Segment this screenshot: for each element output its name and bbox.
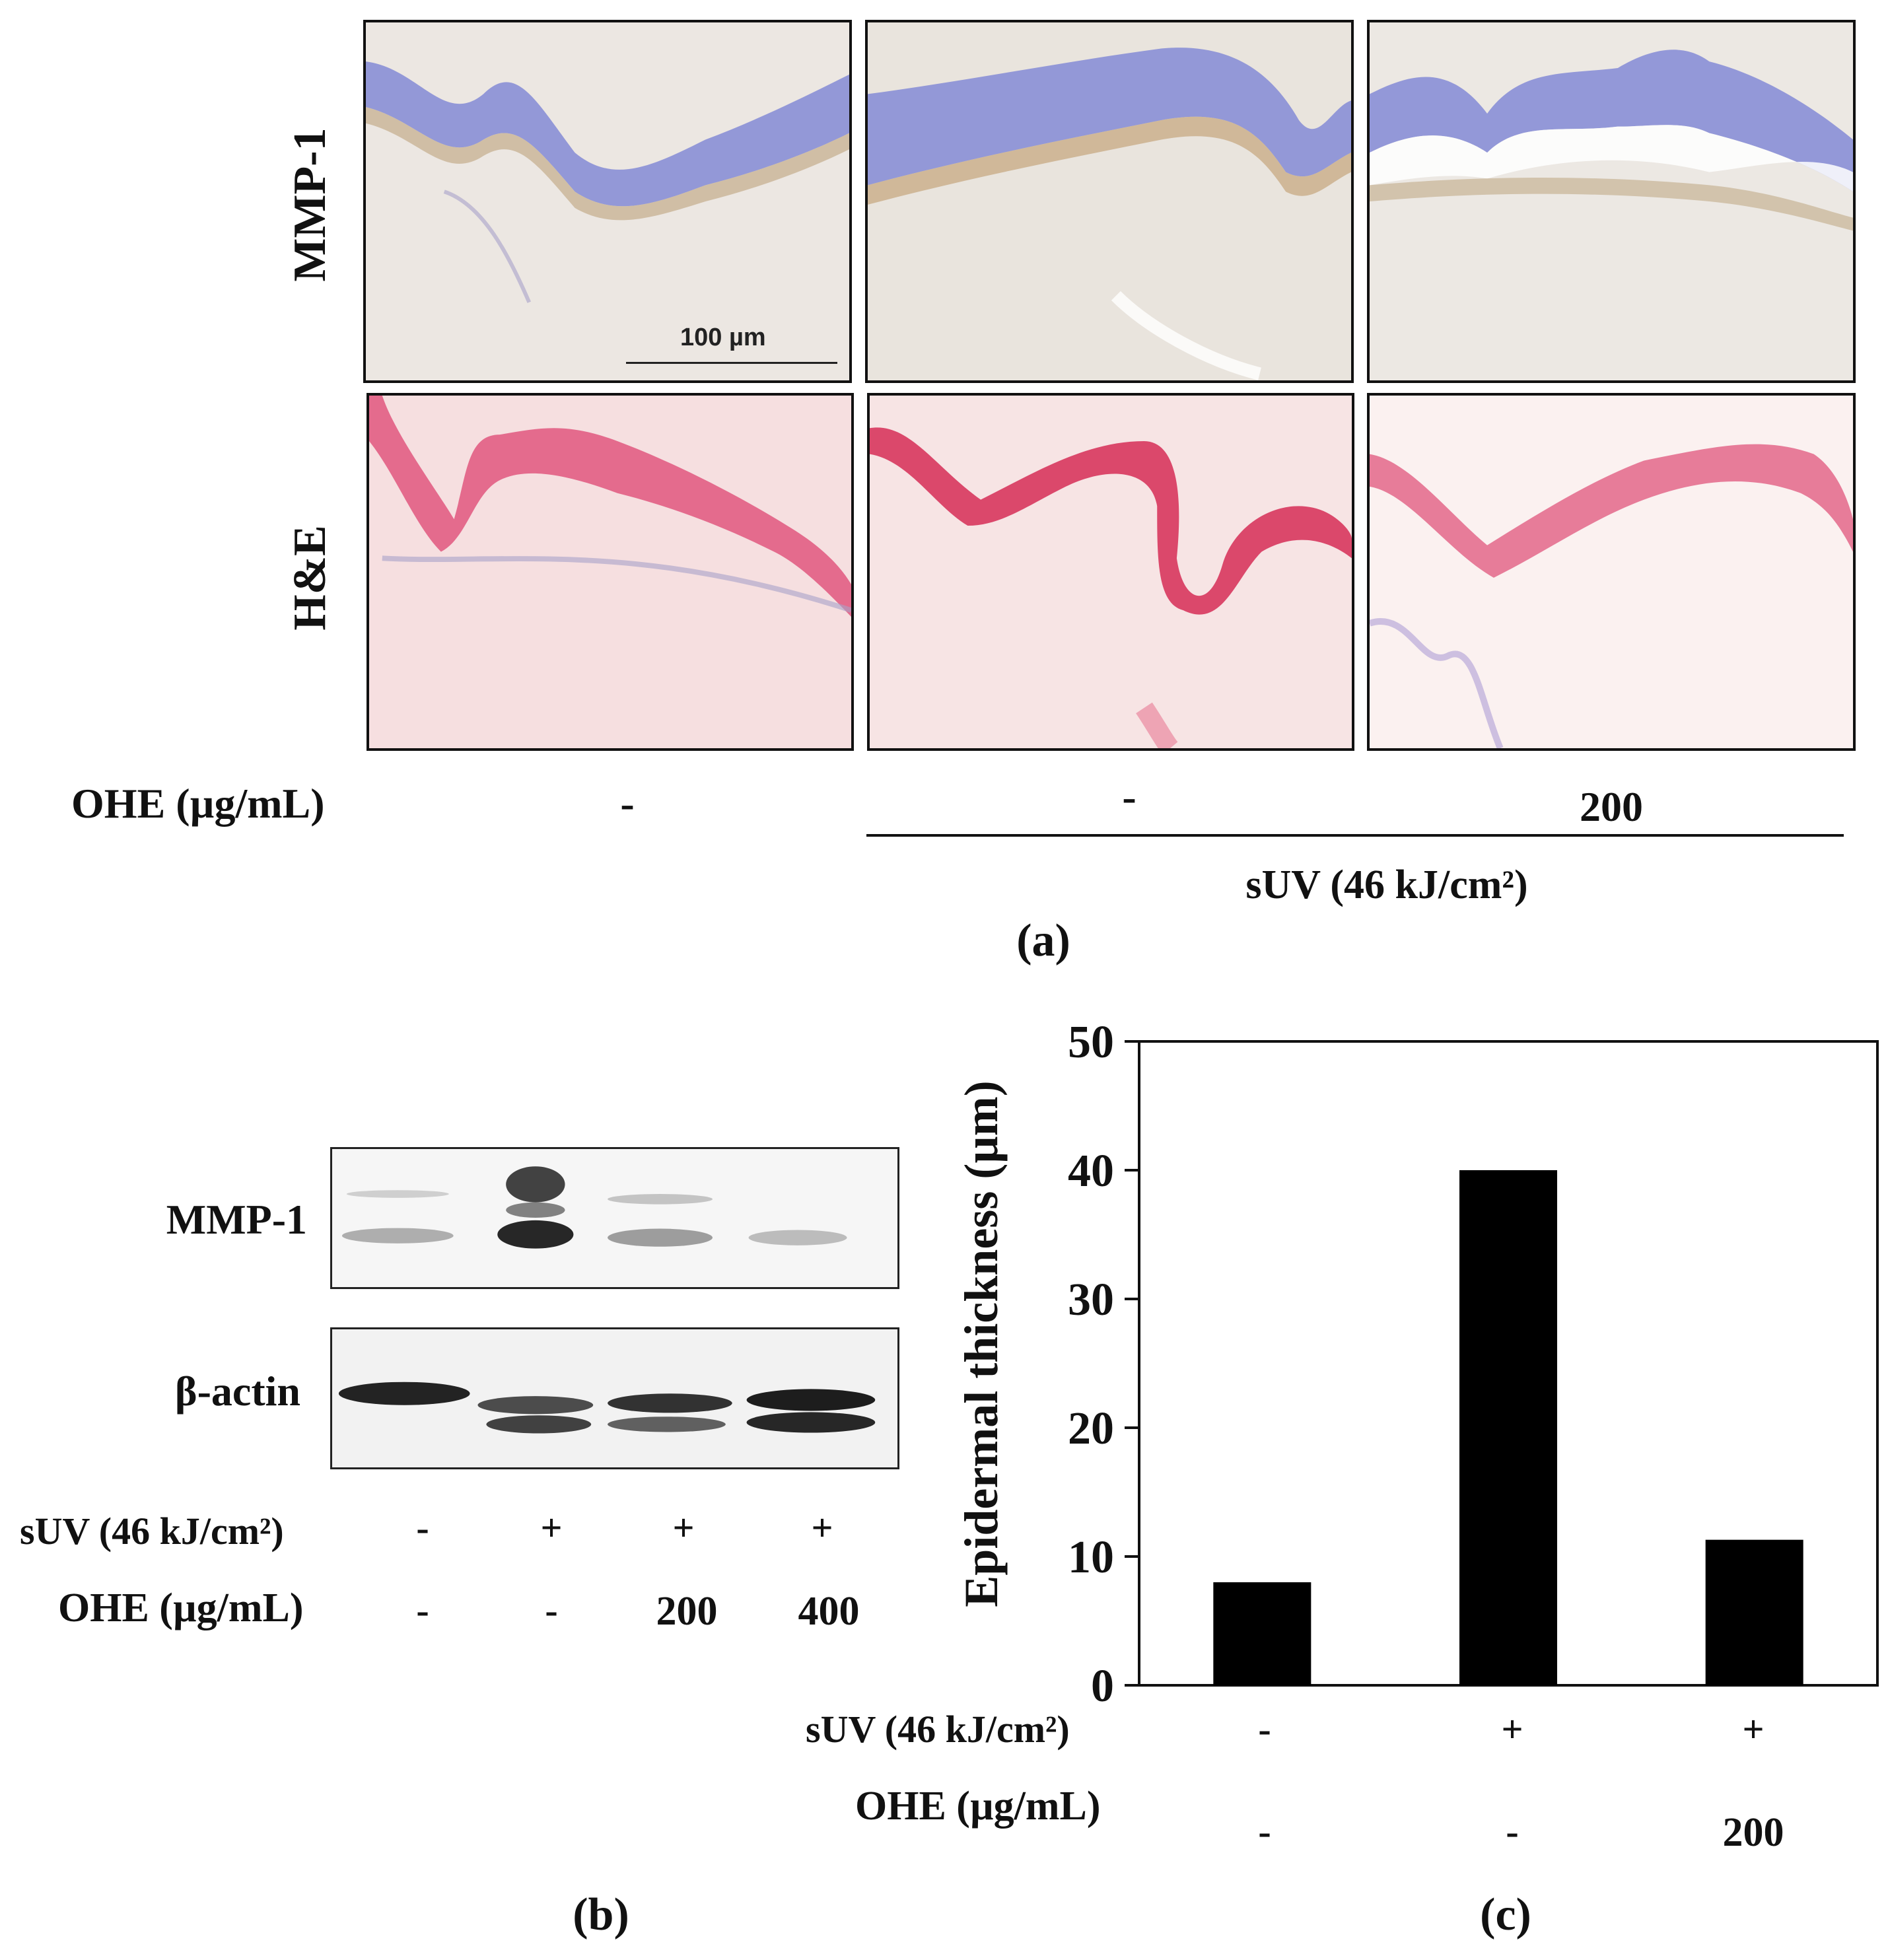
row-label-mmp1: MMP-1 [285,127,335,282]
panel-b-ohe-value-2: - [545,1589,558,1632]
blot-label-beta-actin: β-actin [174,1368,300,1415]
suv-bracket-line [866,834,1844,837]
bar-2 [1459,1170,1557,1685]
he-image-suv [867,393,1354,751]
panel-b-ohe-label: OHE (µg/mL) [58,1586,304,1630]
scale-bar-label: 100 µm [680,324,766,351]
ihc-image-suv [865,20,1354,383]
panel-a-caption: (a) [1016,915,1070,966]
he-image-suv-ohe200 [1367,393,1856,751]
y-axis-label: Epidermal thickness (µm) [955,1080,1008,1607]
panel-b-ohe-value-3: 200 [656,1589,718,1634]
panel-c-suv-value-2: + [1501,1708,1523,1751]
panel-b-ohe-value-1: - [416,1589,429,1632]
panel-b-suv-label: sUV (46 kJ/cm²) [20,1510,284,1553]
panel-b-caption: (b) [573,1889,629,1940]
bar-1 [1213,1582,1311,1685]
panel-a-ohe-value-1: - [620,780,635,827]
blot-label-mmp1: MMP-1 [166,1196,307,1243]
bar-3 [1705,1539,1803,1685]
y-tick-label-5: 50 [1068,1017,1114,1068]
panel-c-ohe-label: OHE (µg/mL) [855,1784,1101,1829]
ihc-image-suv-ohe200 [1367,20,1856,383]
panel-b-ohe-value-4: 400 [798,1589,860,1634]
panel-b-suv-value-4: + [811,1506,833,1549]
ihc-image-control [363,20,852,383]
panel-c-suv-value-1: - [1258,1708,1271,1751]
blot-beta-actin [330,1327,899,1469]
he-image-control [367,393,854,751]
panel-c-ohe-value-1: - [1258,1810,1271,1853]
panel-c-suv-value-3: + [1742,1708,1765,1751]
panel-a-ohe-label: OHE (µg/mL) [71,780,325,827]
scale-bar [626,362,837,364]
panel-a-ohe-value-2: - [1122,773,1136,820]
panel-c-suv-label: sUV (46 kJ/cm²) [806,1708,1070,1751]
blot-mmp1 [330,1147,899,1289]
y-tick-label-4: 40 [1068,1146,1114,1197]
panel-b-suv-value-1: - [416,1506,429,1549]
panel-c-ohe-value-2: - [1506,1810,1519,1853]
panel-a-suv-label: sUV (46 kJ/cm²) [1245,862,1528,907]
panel-a-ohe-value-3: 200 [1580,783,1643,830]
panel-c-caption: (c) [1480,1889,1531,1940]
y-tick-label-2: 20 [1068,1403,1114,1454]
epidermal-thickness-chart: Epidermal thickness (µm) 0 10 20 30 40 50 [955,1017,1879,1712]
panel-c-ohe-value-3: 200 [1722,1810,1784,1855]
panel-b-suv-value-2: + [540,1506,563,1549]
row-label-he: H&E [285,525,335,631]
y-tick-label-1: 10 [1068,1532,1114,1583]
y-tick-label-0: 0 [1091,1661,1114,1712]
panel-b-suv-value-3: + [672,1506,695,1549]
y-tick-label-3: 30 [1068,1275,1114,1325]
